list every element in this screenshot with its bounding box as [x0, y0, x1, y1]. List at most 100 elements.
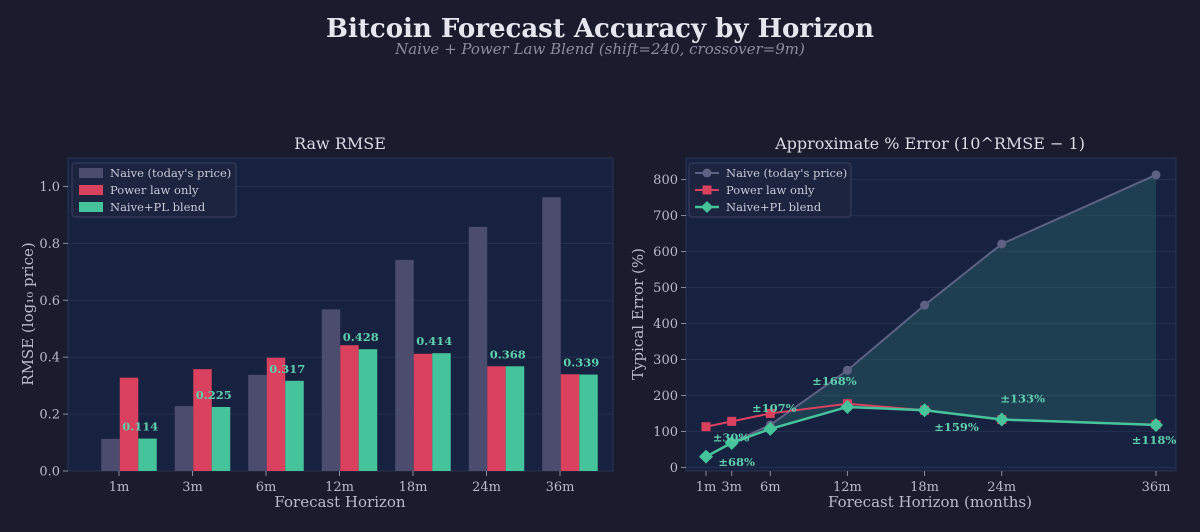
marker-blend [763, 421, 778, 436]
figure-subtitle: Naive + Power Law Blend (shift=240, cros… [395, 40, 805, 58]
legend-label-blend-2: Naive+PL blend [726, 200, 822, 214]
rmse-bar-blend [138, 438, 157, 471]
rmse-bar-naive [395, 259, 414, 471]
legend-swatch-blend [79, 202, 103, 212]
rmse-value-label: 0.339 [563, 356, 599, 370]
percent-error-y-axis-label: Typical Error (%) [629, 248, 647, 380]
rmse-value-label: 0.368 [490, 347, 526, 361]
marker-blend [699, 449, 713, 464]
rmse-legend-box [71, 162, 237, 218]
rmse-bar-blend [579, 374, 598, 471]
legend-marker-naive [702, 168, 712, 178]
marker-naive [1151, 170, 1161, 180]
percent-error-annotation: ±133% [1000, 392, 1045, 406]
rmse-bar-naive [174, 406, 194, 471]
rmse-value-label: 0.114 [122, 420, 158, 434]
percent-error-annotation: ±68% [718, 455, 755, 469]
percent-error-y-tick-label: 500 [653, 281, 678, 296]
percent-error-x-ticks: 1m 3m 6m 12m 18m 24m 36m [696, 471, 1171, 495]
percent-error-y-tick-label: 100 [653, 425, 678, 440]
marker-blend [994, 412, 1009, 427]
legend-label-blend: Naive+PL blend [110, 200, 206, 214]
marker-power-law [727, 416, 737, 426]
figure-title: Bitcoin Forecast Accuracy by Horizon [326, 14, 874, 44]
rmse-x-tick-label: 6m [256, 480, 277, 495]
percent-error-legend-box [688, 162, 852, 218]
rmse-bar-power-law [487, 366, 506, 471]
rmse-bar-naive [321, 309, 341, 471]
percent-error-annotation: ±107% [752, 401, 797, 415]
marker-naive [997, 239, 1007, 249]
rmse-bar-naive [248, 374, 267, 471]
rmse-bar-power-law [413, 353, 433, 471]
legend-label-naive-2: Naive (today's price) [726, 166, 847, 180]
rmse-y-tick-label: 0.8 [39, 237, 60, 252]
percent-error-y-tick-label: 0 [670, 461, 678, 476]
marker-blend [1149, 417, 1163, 432]
rmse-value-label: 0.414 [416, 334, 452, 348]
rmse-y-tick-label: 1.0 [39, 180, 60, 195]
improvement-fill-area [706, 174, 1156, 457]
rmse-bar-blend [432, 353, 451, 471]
rmse-x-tick-label: 24m [472, 480, 501, 495]
legend-swatch-power-law [79, 185, 103, 195]
percent-error-annotation: ±168% [812, 374, 857, 388]
percent-error-y-tick-label: 700 [653, 209, 678, 224]
marker-naive [920, 300, 930, 310]
legend-marker-power-law [702, 185, 712, 195]
rmse-value-label: 0.428 [343, 330, 379, 344]
rmse-bar-blend [285, 380, 304, 471]
rmse-y-tick-label: 0.6 [39, 294, 60, 309]
marker-power-law [765, 408, 775, 418]
marker-blend [917, 403, 932, 418]
rmse-value-labels: 0.114 0.225 0.317 0.428 0.414 0.368 0.339 [122, 330, 599, 433]
percent-error-x-axis-label: Forecast Horizon (months) [828, 493, 1032, 511]
rmse-bar-power-law [266, 357, 286, 471]
percent-error-x-tick-label: 18m [910, 480, 939, 495]
percent-error-y-tick-label: 200 [653, 389, 678, 404]
legend-marker-blend [701, 201, 713, 213]
rmse-bar-power-law [560, 374, 580, 471]
marker-power-law [701, 422, 711, 432]
rmse-value-label: 0.317 [269, 362, 305, 376]
marker-blend [840, 399, 855, 414]
rmse-x-tick-label: 1m [109, 480, 130, 495]
percent-error-annotation: ±30% [713, 431, 750, 445]
marker-naive [842, 365, 852, 375]
legend-label-power-law: Power law only [110, 183, 199, 197]
rmse-bar-naive [468, 226, 488, 471]
percent-error-y-tick-label: 800 [653, 173, 678, 188]
percent-error-fill-area [706, 174, 1156, 457]
percent-error-x-tick-label: 3m [721, 480, 742, 495]
rmse-x-tick-label: 3m [182, 480, 203, 495]
percent-error-x-tick-label: 12m [833, 480, 862, 495]
rmse-x-tick-label: 18m [399, 480, 428, 495]
rmse-bar-blend [358, 349, 378, 471]
percent-error-x-tick-label: 6m [760, 480, 781, 495]
percent-error-annotations: ±30% ±68% ±107% ±168% ±159% ±133% ±118% [713, 374, 1177, 469]
percent-error-annotation: ±118% [1132, 433, 1177, 447]
rmse-bar-power-law [193, 369, 212, 471]
rmse-y-tick-label: 0.4 [39, 351, 60, 366]
rmse-y-ticks: 0.0 0.2 0.4 0.6 0.8 1.0 [39, 180, 68, 480]
rmse-bar-blend [505, 366, 525, 471]
rmse-bar-blend [211, 406, 231, 471]
percent-error-y-tick-label: 300 [653, 353, 678, 368]
percent-error-x-tick-label: 36m [1142, 480, 1171, 495]
percent-error-x-tick-label: 24m [987, 480, 1016, 495]
percent-error-x-tick-label: 1m [696, 480, 717, 495]
rmse-value-label: 0.225 [196, 388, 232, 402]
rmse-bar-naive [101, 438, 120, 471]
percent-error-legend: Naive (today's price) Power law only Nai… [688, 162, 852, 218]
percent-error-y-ticks: 0 100 200 300 400 500 600 700 800 [653, 173, 686, 476]
percent-error-y-tick-label: 600 [653, 245, 678, 260]
legend-label-power-law-2: Power law only [726, 183, 815, 197]
rmse-x-tick-label: 36m [546, 480, 575, 495]
rmse-y-tick-label: 0.0 [39, 465, 60, 480]
rmse-y-tick-label: 0.2 [39, 408, 60, 423]
percent-error-annotation: ±159% [934, 420, 979, 434]
rmse-x-ticks: 1m 3m 6m 12m 18m 24m 36m [109, 471, 575, 495]
rmse-y-axis-label: RMSE (log₁₀ price) [19, 242, 37, 385]
